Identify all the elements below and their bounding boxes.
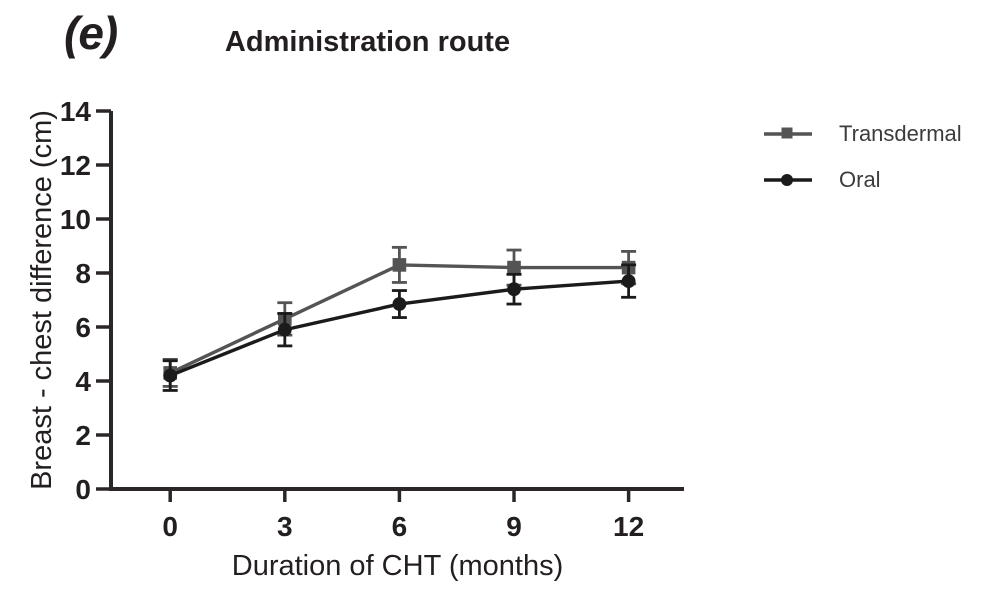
x-tick-label: 0 xyxy=(162,511,178,542)
y-tick-label: 0 xyxy=(75,474,91,505)
marker-circle-oral xyxy=(163,368,178,383)
marker-circle-oral xyxy=(392,297,407,311)
chart-title: Administration route xyxy=(224,26,511,58)
y-tick-label: 2 xyxy=(75,420,91,451)
y-tick-label: 8 xyxy=(75,258,91,289)
legend-circle-icon xyxy=(764,174,812,186)
legend-marker-circle xyxy=(781,174,793,186)
legend-label-transdermal: Transdermal xyxy=(839,121,962,146)
legend-item-transdermal: Transdermal xyxy=(764,121,962,147)
panel-label: (e) xyxy=(64,7,118,59)
marker-circle-oral xyxy=(277,322,292,337)
marker-circle-oral xyxy=(507,282,521,297)
x-tick-label: 6 xyxy=(392,511,408,542)
y-tick-label: 10 xyxy=(60,204,91,235)
x-tick-label: 3 xyxy=(277,511,293,542)
legend-item-oral: Oral xyxy=(764,167,962,193)
x-tick-label: 9 xyxy=(506,511,522,542)
legend-label-oral: Oral xyxy=(839,167,881,192)
y-tick-label: 6 xyxy=(75,312,91,343)
y-tick-label: 12 xyxy=(60,150,91,181)
x-axis-label: Duration of CHT (months) xyxy=(231,550,564,582)
y-tick-label: 4 xyxy=(75,366,91,397)
series-oral xyxy=(162,263,637,392)
legend: Transdermal Oral xyxy=(764,121,962,193)
x-tick-label: 12 xyxy=(613,511,644,542)
marker-square-transdermal xyxy=(507,260,521,275)
y-tick-label: 14 xyxy=(60,96,92,127)
legend-square-icon xyxy=(764,127,812,139)
marker-square-transdermal xyxy=(392,258,407,272)
marker-circle-oral xyxy=(621,274,636,288)
legend-marker-square xyxy=(781,127,793,139)
